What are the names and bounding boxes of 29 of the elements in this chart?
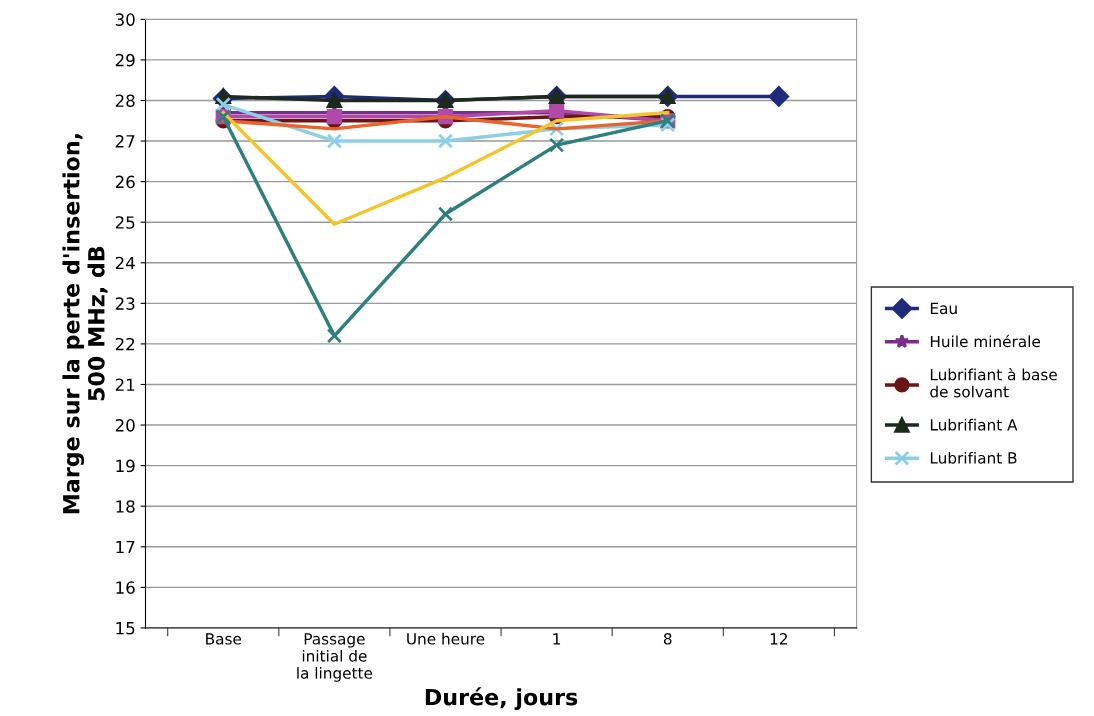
legend-label: Lubrifiant à base de solvant [930, 367, 1057, 398]
y-tick-label: 29 [115, 53, 135, 67]
x-tick-label: 8 [663, 633, 672, 645]
y-tick-label: 16 [116, 581, 135, 594]
y-tick-label: 20 [115, 419, 135, 432]
x-tick-label: Base [206, 633, 242, 645]
y-tick-label: 15 [116, 622, 135, 635]
legend-label: Lubrifiant B [930, 451, 1017, 464]
y-tick-label: 26 [115, 175, 135, 189]
y-tick-label: 17 [116, 540, 135, 554]
x-tick-label: Une heure [407, 632, 485, 645]
y-tick-label: 30 [115, 13, 135, 26]
y-tick-label: 25 [115, 216, 135, 229]
y-tick-label: 19 [116, 459, 135, 473]
y-tick-label: 22 [115, 337, 135, 351]
y-tick-label: 23 [115, 297, 135, 310]
x-tick-label: 1 [553, 633, 561, 645]
legend-label: Lubrifiant A [930, 418, 1018, 431]
y-tick-label: 21 [115, 378, 135, 391]
x-tick-label: 12 [770, 633, 788, 645]
y-tick-label: 24 [115, 256, 135, 270]
y-tick-label: 28 [115, 94, 135, 108]
legend-label: Huile minérale [930, 334, 1041, 348]
y-axis-title: Marge sur la perte d'insertion, 500 MHz, dB [62, 134, 108, 514]
x-tick-label: Passage initial de la lingette [297, 633, 373, 682]
y-tick-label: 27 [115, 135, 135, 148]
legend-label: Eau [930, 302, 957, 315]
y-tick-label: 18 [116, 500, 135, 513]
x-axis-title: Durée, jours [425, 687, 578, 710]
